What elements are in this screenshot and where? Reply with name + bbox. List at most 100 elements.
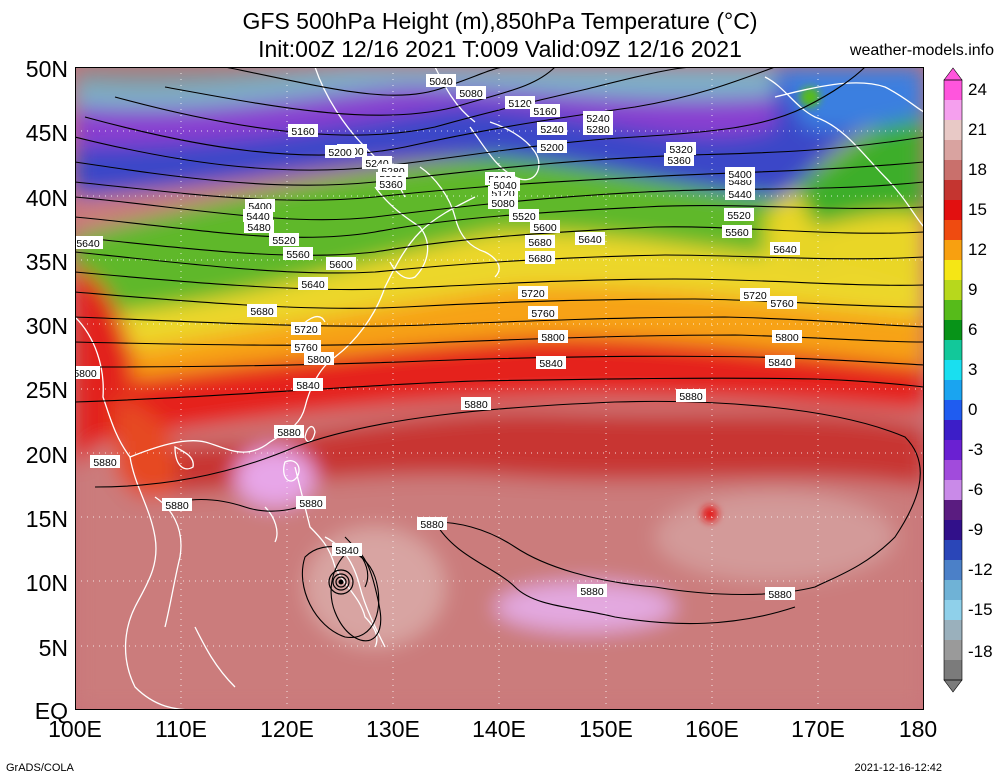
contour-label: 5360 bbox=[379, 179, 403, 191]
contour-label: 5840 bbox=[768, 357, 792, 369]
colorbar-swatch bbox=[944, 220, 962, 241]
colorbar-swatch bbox=[944, 500, 962, 521]
credit-label: weather-models.info bbox=[849, 42, 994, 59]
contour-label: 5760 bbox=[770, 298, 794, 310]
contour-label: 5560 bbox=[286, 249, 310, 261]
contour-label: 5520 bbox=[512, 211, 536, 223]
colorbar-label: 9 bbox=[968, 280, 978, 299]
contour-label-bg bbox=[376, 177, 406, 190]
contour-label-bg bbox=[332, 543, 362, 556]
contour-label-bg bbox=[426, 74, 456, 87]
contour-label-bg bbox=[528, 306, 558, 319]
colorbar-swatch bbox=[944, 240, 962, 261]
contour-label: 5520 bbox=[272, 235, 296, 247]
colorbar-label: -12 bbox=[968, 560, 993, 579]
contour-label-bg bbox=[75, 366, 100, 379]
contour-label-bg bbox=[490, 178, 520, 191]
contour-label-bg bbox=[538, 330, 568, 343]
contour-label: 5720 bbox=[521, 288, 545, 300]
lat-label: 5N bbox=[38, 635, 68, 661]
contour-label-bg bbox=[740, 288, 770, 301]
contour-label-bg bbox=[244, 220, 274, 233]
contour-label-bg bbox=[461, 397, 491, 410]
lat-label: 25N bbox=[25, 377, 68, 403]
contour-label: 5520 bbox=[727, 210, 751, 222]
contour-label-bg bbox=[583, 111, 613, 124]
colorbar bbox=[943, 67, 963, 693]
contour-label: 5880 bbox=[420, 519, 444, 531]
lat-label: 50N bbox=[25, 56, 68, 82]
colorbar-swatch bbox=[944, 660, 962, 681]
contour-label-bg bbox=[765, 355, 795, 368]
contour-label: 5160 bbox=[291, 126, 315, 138]
contour-label-bg bbox=[772, 330, 802, 343]
colorbar-swatch bbox=[944, 540, 962, 561]
colorbar-label: 0 bbox=[968, 400, 978, 419]
contour-label: 5800 bbox=[307, 354, 331, 366]
lat-label: 20N bbox=[25, 442, 68, 468]
colorbar-label: -6 bbox=[968, 480, 984, 499]
contour-label: 5600 bbox=[533, 222, 557, 234]
contour-label-bg bbox=[304, 352, 334, 365]
colorbar-swatch bbox=[944, 420, 962, 441]
colorbar-label: -3 bbox=[968, 440, 984, 459]
contour-label-bg bbox=[75, 236, 103, 249]
colorbar-swatch bbox=[944, 620, 962, 641]
lat-label: 15N bbox=[25, 506, 68, 532]
colorbar-label: -18 bbox=[968, 642, 993, 661]
lon-label: 120E bbox=[260, 716, 314, 742]
contour-label: 5080 bbox=[491, 198, 515, 210]
contour-label-bg bbox=[767, 296, 797, 309]
colorbar-swatch bbox=[944, 380, 962, 401]
colorbar-label: 18 bbox=[968, 160, 987, 179]
contour-label-bg bbox=[456, 86, 486, 99]
contour-label-bg bbox=[326, 257, 356, 270]
lon-label: 100E bbox=[48, 716, 102, 742]
contour-label: 5560 bbox=[725, 227, 749, 239]
contour-label: 5680 bbox=[528, 253, 552, 265]
colorbar-swatch bbox=[944, 360, 962, 381]
contour-label: 5280 bbox=[586, 124, 610, 136]
contour-label-bg bbox=[770, 242, 800, 255]
colorbar-swatch bbox=[944, 400, 962, 421]
colorbar-label: 15 bbox=[968, 200, 987, 219]
contour-label: 5840 bbox=[335, 545, 359, 557]
contour-label: 5880 bbox=[165, 500, 189, 512]
lat-label: 45N bbox=[25, 120, 68, 146]
colorbar-swatch bbox=[944, 200, 962, 221]
contour-label-bg bbox=[725, 167, 755, 180]
colorbar-swatch bbox=[944, 440, 962, 461]
contour-label-bg bbox=[724, 208, 754, 221]
lat-label: 40N bbox=[25, 185, 68, 211]
contour-label: 5640 bbox=[76, 238, 100, 250]
contour-label: 5680 bbox=[250, 306, 274, 318]
colorbar-swatch bbox=[944, 460, 962, 481]
lon-label: 140E bbox=[472, 716, 526, 742]
contour-label: 5200 bbox=[540, 142, 564, 154]
contour-label: 5680 bbox=[528, 237, 552, 249]
contour-label-bg bbox=[725, 187, 755, 200]
lon-label: 180 bbox=[898, 716, 938, 742]
lon-label: 160E bbox=[685, 716, 739, 742]
colorbar-swatch bbox=[944, 340, 962, 361]
contour-label-bg bbox=[296, 496, 326, 509]
colorbar-swatch bbox=[944, 80, 962, 101]
contour-label-bg bbox=[577, 584, 607, 597]
lon-label: 170E bbox=[791, 716, 845, 742]
contour-label-bg bbox=[293, 378, 323, 391]
colorbar-swatch bbox=[944, 520, 962, 541]
contour-label: 5760 bbox=[294, 342, 318, 354]
contour-label-bg bbox=[575, 232, 605, 245]
contour-label-bg bbox=[664, 153, 694, 166]
colorbar-swatch bbox=[944, 120, 962, 141]
contour-label: 5600 bbox=[329, 259, 353, 271]
contour-label: 5640 bbox=[578, 234, 602, 246]
contour-label: 5400 bbox=[728, 169, 752, 181]
contour-label-bg bbox=[583, 122, 613, 135]
contour-labels: 5040508051205160520052405160520052405280… bbox=[75, 74, 802, 601]
colorbar-swatch bbox=[944, 600, 962, 621]
colorbar-label: -15 bbox=[968, 600, 993, 619]
contour-label-bg bbox=[537, 140, 567, 153]
contour-label: 5760 bbox=[531, 308, 555, 320]
contour-label: 5120 bbox=[508, 98, 532, 110]
